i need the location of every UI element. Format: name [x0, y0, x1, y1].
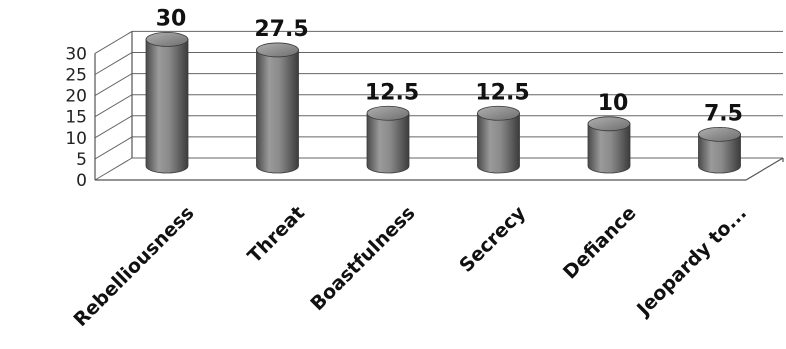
data-label: 30 [156, 6, 187, 31]
y-tick-label: 20 [65, 87, 87, 107]
y-tick-label: 0 [76, 171, 87, 191]
bar [587, 116, 631, 174]
data-label: 27.5 [254, 17, 308, 42]
y-tick-label: 30 [65, 44, 87, 64]
category-label: Defiance [559, 202, 640, 283]
category-label: Threat [244, 202, 310, 268]
bar-top [366, 105, 410, 121]
bar-top [256, 42, 299, 58]
left-wall [94, 31, 133, 180]
gridline [94, 157, 783, 181]
bar [366, 105, 410, 174]
gridline [94, 52, 783, 75]
gridline [94, 115, 783, 139]
bar-body [366, 112, 410, 174]
bar-top [698, 126, 741, 142]
bar-body [698, 133, 741, 174]
data-label: 7.5 [704, 101, 743, 126]
bar [256, 42, 299, 174]
y-tick-label: 10 [65, 129, 87, 149]
gridline [94, 94, 783, 118]
gridline [94, 30, 783, 54]
y-tick-label: 25 [65, 66, 87, 86]
y-tick-label: 5 [76, 150, 87, 170]
bar-body [145, 39, 189, 174]
bar-top [477, 105, 520, 121]
bar [145, 32, 189, 174]
data-label: 12.5 [475, 80, 529, 105]
category-label: Rebelliousness [70, 202, 199, 331]
bar-body [587, 123, 631, 174]
floor-edge [95, 157, 784, 181]
bar [698, 126, 741, 174]
bars-layer [145, 32, 741, 174]
gridline [94, 73, 783, 97]
category-label: Jeopardy to... [631, 202, 751, 322]
bar-top [145, 32, 189, 47]
data-label: 10 [598, 91, 629, 116]
bar [477, 105, 520, 174]
category-label: Boastfulness [306, 202, 419, 315]
gridline [94, 136, 783, 160]
bar-top [587, 116, 631, 132]
y-tick-label: 15 [65, 108, 87, 128]
data-label: 12.5 [365, 80, 419, 105]
category-label: Secrecy [455, 202, 530, 277]
bar-body [477, 112, 520, 174]
bar-body [256, 49, 299, 174]
